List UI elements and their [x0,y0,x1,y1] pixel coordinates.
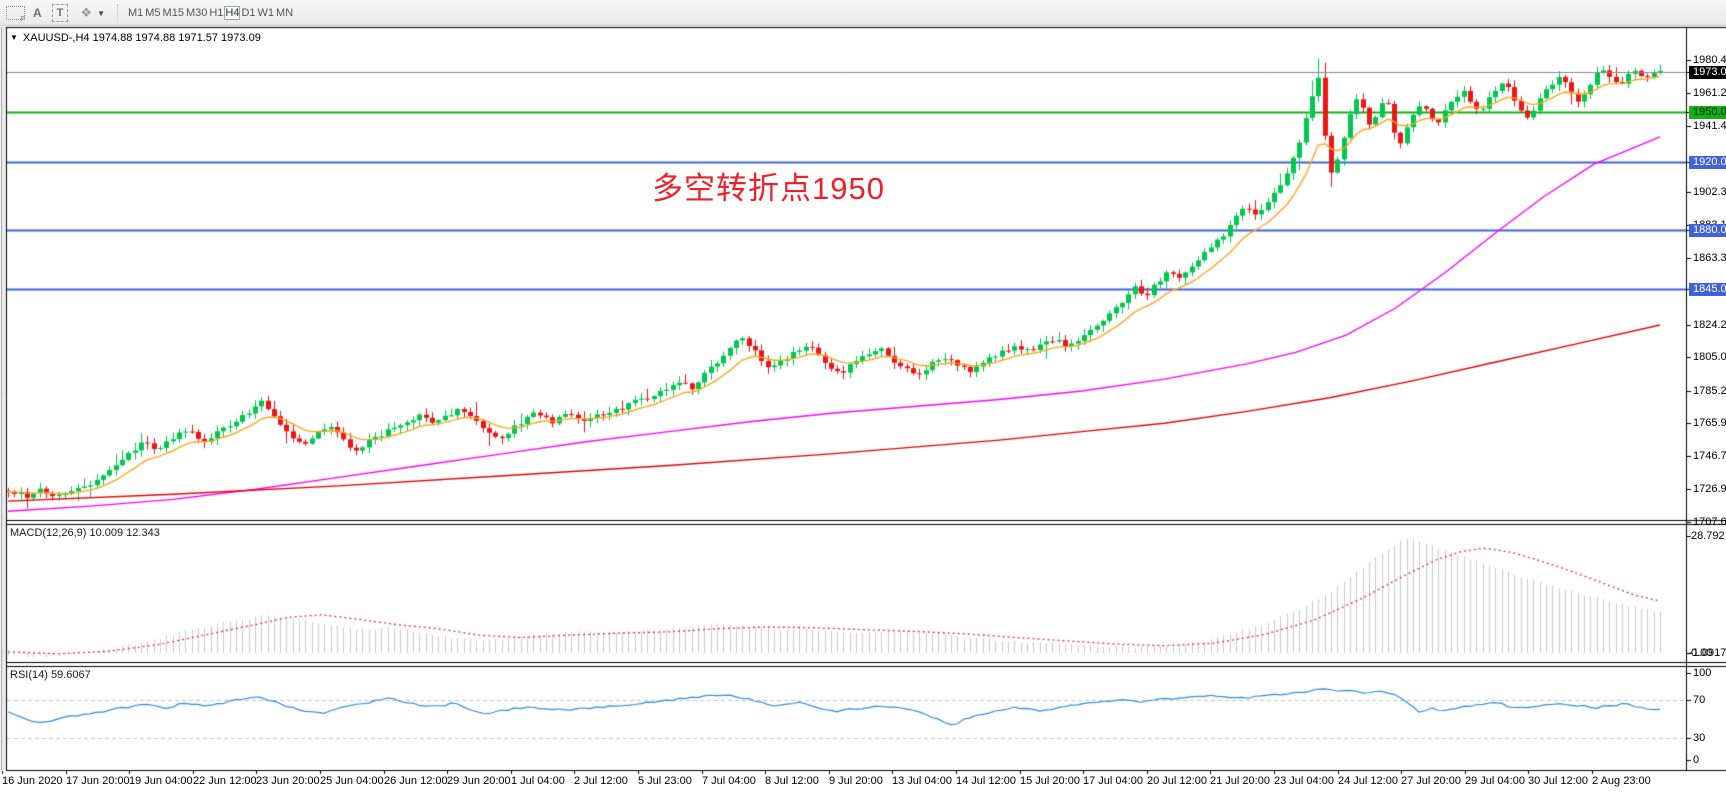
timeframe-button-D1[interactable]: D1 [241,7,256,19]
price-tick-label: 1726.90 [1693,483,1726,495]
time-axis-label: 24 Jul 12:00 [1338,775,1398,787]
time-axis-label: 16 Jun 2020 [2,775,63,787]
time-axis-label: 26 Jun 12:00 [384,775,448,787]
time-axis-label: 15 Jul 20:00 [1020,775,1080,787]
rsi-level-label: 70 [1693,694,1706,706]
time-axis-label: 13 Jul 04:00 [892,775,952,787]
timeframe-button-H1[interactable]: H1 [209,7,224,19]
time-axis-label: 2 Aug 23:00 [1592,775,1651,787]
time-axis-label: 17 Jun 20:00 [66,775,130,787]
timeframe-button-M15[interactable]: M15 [162,7,184,19]
price-badge-1973.09: 1973.09 [1689,66,1726,79]
timeframe-button-M30[interactable]: M30 [185,7,208,19]
styler-dropdown-arrow-icon[interactable]: ▼ [97,9,105,18]
time-axis-label: 23 Jun 20:00 [256,775,320,787]
rsi-level-label: 0 [1693,754,1700,766]
price-badge-1880.00[interactable]: 1880.00 [1689,224,1726,237]
toolbar-separator [116,3,119,22]
price-tick-label: 1941.40 [1693,120,1726,132]
price-tick-label: 1961.20 [1693,87,1726,99]
time-axis-label: 29 Jul 04:00 [1465,775,1525,787]
time-axis-label: 27 Jul 20:00 [1401,775,1461,787]
macd-zero-label: 0.00 [1691,647,1713,659]
price-tick-label: 1824.25 [1693,319,1726,331]
price-tick-label: 1765.95 [1693,417,1726,429]
timeframe-button-M1[interactable]: M1 [127,7,144,19]
symbol-ohlc-line: ▼ XAUUSD-,H4 1974.88 1974.88 1971.57 1973… [10,32,261,44]
time-axis-label: 5 Jul 23:00 [638,775,692,787]
time-axis-label: 29 Jun 20:00 [447,775,511,787]
time-axis-label: 9 Jul 20:00 [829,775,883,787]
styler-icon[interactable]: ❖ [80,4,93,20]
timeframe-button-W1[interactable]: W1 [257,7,275,19]
time-axis-label: 19 Jun 04:00 [129,775,193,787]
time-axis-label: 25 Jun 04:00 [320,775,384,787]
annotation-text[interactable]: 多空转折点1950 [652,171,885,206]
time-axis-label: 1 Jul 04:00 [511,775,565,787]
toolbar: F A T ❖ ▼ M1 M5 M15 M30 H1 H4 D1 W1 MN [0,0,1726,26]
text-t-button[interactable]: T [51,3,69,22]
macd-scale-top-label: 28.792 [1691,530,1725,542]
price-tick-label: 1746.70 [1693,450,1726,462]
price-tick-label: 1863.30 [1693,252,1726,264]
price-tick-label: 1980.45 [1693,54,1726,66]
time-axis-label: 30 Jul 12:00 [1528,775,1588,787]
timeframe-button-M5[interactable]: M5 [145,7,161,19]
time-axis-label: 8 Jul 12:00 [765,775,819,787]
timeframe-button-MN[interactable]: MN [276,7,294,19]
rsi-level-label: 30 [1693,732,1706,744]
timeframe-button-group: M1 M5 M15 M30 H1 H4 D1 W1 MN [127,3,294,22]
time-axis-label: 21 Jul 20:00 [1210,775,1270,787]
chevron-down-icon[interactable]: ▼ [10,33,18,42]
timeframe-button-H4[interactable]: H4 [224,6,241,20]
price-tick-label: 1785.20 [1693,385,1726,397]
grid-f-icon[interactable]: F [6,5,25,23]
time-axis-label: 23 Jul 04:00 [1274,775,1334,787]
macd-scale-bottom-label: -1.0917 [1689,647,1726,659]
price-tick-label: 1902.35 [1693,186,1726,198]
price-tick-label: 1707.65 [1693,516,1726,528]
price-badge-1845.00[interactable]: 1845.00 [1689,283,1726,296]
price-tick-label: 1805.00 [1693,351,1726,363]
time-axis-label: 20 Jul 12:00 [1147,775,1207,787]
rsi-indicator-label: RSI(14) 59.6067 [10,669,91,681]
font-a-button[interactable]: A [33,5,42,20]
time-axis-label: 14 Jul 12:00 [956,775,1016,787]
macd-indicator-label: MACD(12,26,9) 10.009 12.343 [10,527,160,539]
price-badge-1920.00[interactable]: 1920.00 [1689,156,1726,169]
time-axis-label: 22 Jun 12:00 [193,775,257,787]
grid-f-label: F [20,15,25,23]
symbol-ohlc-text: XAUUSD-,H4 1974.88 1974.88 1971.57 1973.… [22,32,261,44]
time-axis-label: 17 Jul 04:00 [1083,775,1143,787]
time-axis-label: 7 Jul 04:00 [702,775,756,787]
rsi-level-label: 100 [1693,667,1712,679]
price-badge-1950.00[interactable]: 1950.00 [1689,106,1726,119]
time-axis-label: 2 Jul 12:00 [574,775,628,787]
